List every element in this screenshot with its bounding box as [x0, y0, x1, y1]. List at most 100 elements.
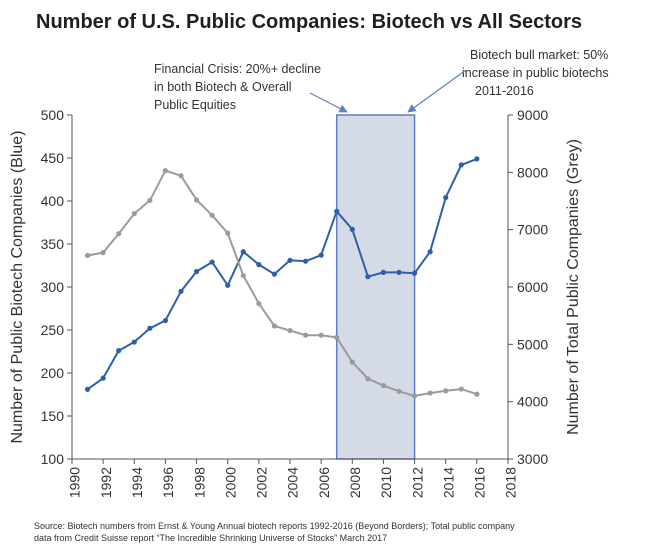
- total-companies-point: [240, 272, 246, 279]
- annotation-arrow-crisis: [309, 92, 348, 113]
- total-companies-point: [334, 334, 340, 341]
- total-companies-point: [302, 332, 309, 338]
- x-tick-label: 1994: [129, 467, 145, 498]
- biotech-companies-point: [193, 268, 200, 275]
- x-tick-label: 1992: [98, 467, 114, 498]
- biotech-companies-point: [178, 288, 184, 294]
- x-tick-label: 2002: [254, 467, 270, 498]
- x-tick-label: 1996: [160, 467, 176, 498]
- biotech-companies-point: [427, 249, 433, 255]
- x-tick-label: 2016: [472, 467, 488, 498]
- total-companies-point: [318, 332, 324, 338]
- y-right-tick-label: 5000: [517, 336, 548, 352]
- annotation-bull-market: Biotech bull market: 50% increase in pub…: [462, 48, 612, 98]
- x-tick-label: 2014: [440, 467, 456, 498]
- x-tick-label: 2008: [347, 467, 363, 498]
- biotech-companies-point: [131, 339, 137, 345]
- total-companies-point: [256, 301, 262, 307]
- total-companies-point: [474, 391, 480, 397]
- x-tick-label: 2006: [316, 467, 332, 498]
- x-tick-label: 2010: [378, 467, 394, 498]
- y-left-tick-label: 100: [41, 451, 65, 467]
- biotech-companies-point: [302, 258, 309, 264]
- y-right-tick-label: 3000: [517, 451, 548, 467]
- financial-crisis-region: [335, 114, 416, 460]
- chart-title: Number of U.S. Public Companies: Biotech…: [36, 11, 582, 33]
- total-companies-point: [349, 359, 355, 365]
- x-tick-label: 2004: [285, 467, 301, 498]
- biotech-companies-point: [84, 386, 91, 392]
- biotech-companies-point: [443, 194, 449, 201]
- biotech-companies-point: [380, 269, 387, 275]
- total-companies-point: [84, 252, 91, 259]
- biotech-companies-point: [256, 262, 262, 268]
- total-companies-point: [193, 197, 200, 203]
- total-companies-point: [458, 386, 464, 392]
- y-left-tick-label: 500: [41, 107, 65, 123]
- biotech-companies-point: [411, 270, 418, 276]
- y-left-tick-label: 350: [41, 236, 65, 252]
- biotech-companies-point: [116, 348, 122, 354]
- source-line-2: data from Credit Suisse report “The Incr…: [34, 533, 388, 543]
- biotech-companies-point: [162, 317, 169, 324]
- y-right-tick-label: 6000: [517, 279, 548, 295]
- biotech-companies-point: [349, 226, 355, 232]
- biotech-companies-point: [474, 156, 480, 162]
- y-left-tick-label: 150: [41, 408, 65, 424]
- biotech-companies-point: [100, 375, 106, 381]
- y-right-tick-label: 9000: [517, 107, 548, 123]
- y-left-tick-label: 200: [41, 365, 65, 381]
- biotech-companies-point: [334, 208, 340, 214]
- source-note: Source: Biotech numbers from Ernst & You…: [34, 520, 634, 544]
- total-companies-point: [380, 383, 387, 389]
- biotech-companies-point: [147, 325, 153, 331]
- annotations: Financial Crisis: 20%+ decline in both B…: [154, 48, 612, 113]
- x-tick-label: 2018: [503, 467, 519, 498]
- highlight-rect: [335, 114, 416, 460]
- total-companies-point: [131, 211, 137, 217]
- y-right-axis-label: Number of Total Public Companies (Grey): [565, 139, 582, 435]
- y-left-tick-label: 300: [41, 279, 65, 295]
- biotech-companies-point: [396, 269, 402, 275]
- annotation-financial-crisis: Financial Crisis: 20%+ decline in both B…: [154, 62, 325, 112]
- y-left-tick-label: 450: [41, 150, 65, 166]
- total-companies-point: [396, 388, 402, 394]
- biotech-companies-point: [209, 259, 215, 265]
- x-tick-label: 1990: [67, 467, 83, 498]
- x-tick-label: 1998: [191, 467, 207, 498]
- series: [84, 156, 480, 399]
- total-companies-point: [147, 197, 153, 204]
- total-companies-line: [87, 169, 478, 397]
- biotech-companies-point: [458, 162, 464, 168]
- x-tick-label: 2000: [222, 467, 238, 498]
- annotation-arrow-bull: [407, 69, 467, 113]
- total-companies-point: [287, 327, 293, 334]
- biotech-companies-point: [287, 257, 293, 263]
- biotech-companies-point: [271, 271, 278, 277]
- biotech-companies-point: [240, 249, 246, 255]
- total-companies-point: [100, 250, 106, 256]
- source-line-1: Source: Biotech numbers from Ernst & You…: [34, 521, 515, 531]
- biotech-companies-line: [87, 157, 478, 391]
- total-companies-point: [116, 231, 122, 237]
- y-right-tick-label: 7000: [517, 222, 548, 238]
- biotech-companies-point: [318, 252, 324, 258]
- y-left-axis-label: Number of Public Biotech Companies (Blue…: [9, 130, 26, 443]
- biotech-companies-point: [225, 282, 231, 288]
- biotech-companies-point: [365, 274, 371, 280]
- total-companies-point: [365, 376, 371, 382]
- y-left-tick-label: 250: [41, 322, 65, 338]
- total-companies-point: [427, 390, 433, 396]
- total-companies-point: [162, 168, 169, 174]
- total-companies-point: [271, 323, 278, 329]
- total-companies-point: [443, 388, 449, 394]
- y-right-tick-label: 4000: [517, 394, 548, 410]
- y-left-tick-label: 400: [41, 193, 65, 209]
- total-companies-point: [178, 173, 184, 179]
- total-companies-point: [209, 212, 215, 218]
- axes: 1990 1992 1994 1996 1998 2000 2002 2004 2006 2008…: [9, 107, 582, 498]
- total-companies-point: [411, 393, 418, 399]
- total-companies-point: [225, 230, 231, 236]
- y-right-tick-label: 8000: [517, 164, 548, 180]
